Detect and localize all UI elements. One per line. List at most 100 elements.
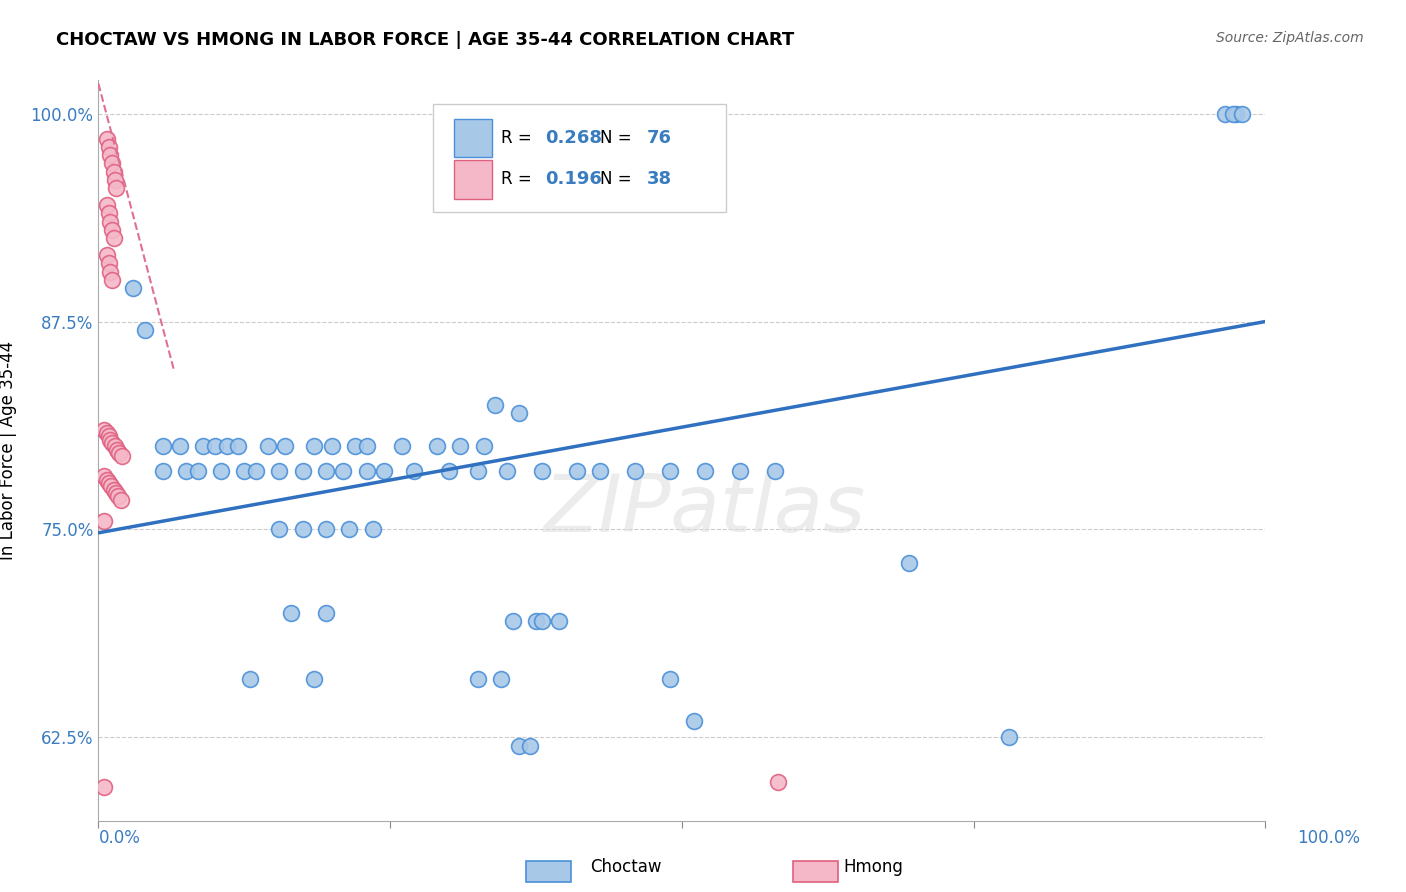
Point [193,439,215,453]
Point [97,475,120,490]
Point [187,464,209,478]
Point [356,439,378,453]
Point [101,273,124,287]
Point [519,739,541,753]
Point [659,672,682,686]
Point [291,523,314,537]
Point [304,439,326,453]
Point [152,464,174,478]
Point [96,248,118,262]
Point [695,464,717,478]
Point [565,464,588,478]
Text: Source: ZipAtlas.com: Source: ZipAtlas.com [1216,31,1364,45]
Point [315,464,337,478]
Point [467,464,489,478]
Point [93,469,115,483]
Point [104,439,127,453]
Text: CHOCTAW VS HMONG IN LABOR FORCE | AGE 35-44 CORRELATION CHART: CHOCTAW VS HMONG IN LABOR FORCE | AGE 35… [56,31,794,49]
Point [101,156,124,170]
Point [105,442,128,457]
Point [898,556,921,570]
Point [104,181,127,195]
Point [93,780,115,795]
Point [111,450,134,464]
Point [107,489,129,503]
Point [215,439,238,453]
Point [1213,106,1236,120]
Point [496,464,519,478]
Point [426,439,449,453]
Point [233,464,256,478]
Point [997,731,1019,745]
Point [122,281,145,295]
Point [98,215,121,229]
Point [204,439,226,453]
Point [245,464,267,478]
Text: Choctaw: Choctaw [591,858,662,876]
Point [269,464,291,478]
Point [530,464,553,478]
Point [101,223,124,237]
Point [104,486,127,500]
Point [152,439,174,453]
Point [315,523,337,537]
Point [659,464,682,478]
Point [98,433,121,447]
Point [467,672,489,686]
Point [256,439,278,453]
Point [97,429,120,443]
Point [489,672,512,686]
Point [437,464,460,478]
Point [321,439,343,453]
Text: 0.0%: 0.0% [98,829,141,847]
Point [1230,106,1253,120]
Point [274,439,297,453]
Point [269,523,291,537]
Point [101,436,124,450]
Point [361,523,384,537]
Text: 76: 76 [647,129,672,147]
Point [100,479,122,493]
Point [97,206,120,220]
Point [228,439,250,453]
Point [96,473,118,487]
Point [169,439,191,453]
Point [110,492,132,507]
Point [332,464,354,478]
Text: 100.0%: 100.0% [1298,829,1360,847]
Point [209,464,232,478]
Point [96,425,118,440]
Point [356,464,378,478]
Point [97,256,120,270]
Point [682,714,704,728]
Point [508,406,530,420]
Point [304,672,326,686]
Point [280,606,302,620]
Point [337,523,360,537]
Point [104,173,127,187]
Point [97,140,120,154]
Point [98,148,121,162]
Point [96,131,118,145]
FancyBboxPatch shape [433,104,727,212]
Point [508,739,530,753]
Y-axis label: In Labor Force | Age 35-44: In Labor Force | Age 35-44 [0,341,17,560]
Point [315,606,337,620]
Point [1222,106,1244,120]
Point [730,464,752,478]
Point [402,464,425,478]
Text: 0.268: 0.268 [546,129,602,147]
Point [530,614,553,628]
Point [763,464,786,478]
Point [484,398,506,412]
Text: Hmong: Hmong [844,858,904,876]
Point [134,323,156,337]
Point [624,464,647,478]
Point [548,614,571,628]
Point [174,464,197,478]
Point [1225,106,1247,120]
Point [291,464,314,478]
Text: 38: 38 [647,170,672,188]
Point [524,614,547,628]
Point [373,464,395,478]
